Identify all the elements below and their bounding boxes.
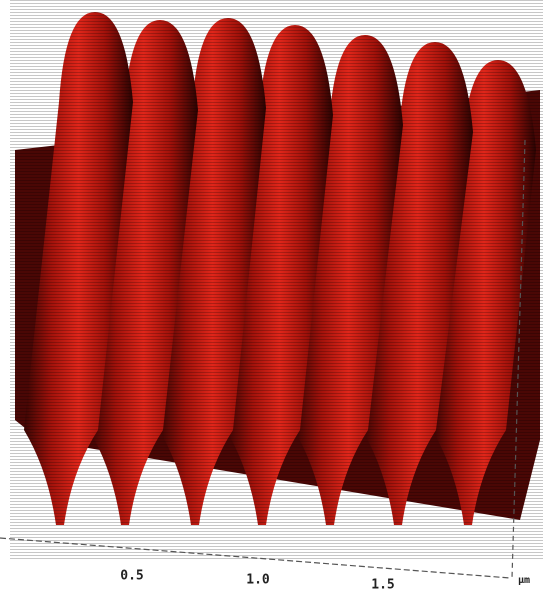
scanlines xyxy=(10,0,543,560)
afm-surface-image: 0.5 1.0 1.5 µm xyxy=(0,0,543,592)
page: {"axis": {"ticks": ["0.5", "1.0", "1.5"]… xyxy=(0,0,543,592)
x-tick-label: 0.5 xyxy=(120,569,143,584)
x-tick-label: 1.5 xyxy=(371,578,394,592)
x-axis-unit: µm xyxy=(518,575,530,586)
x-tick-label: 1.0 xyxy=(246,573,270,588)
